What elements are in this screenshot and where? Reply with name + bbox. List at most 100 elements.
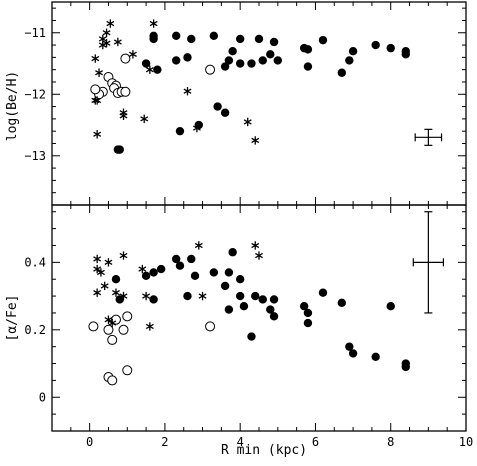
data-point-asterisk — [251, 136, 260, 145]
data-point-filled — [247, 332, 256, 341]
data-point-filled — [345, 56, 354, 65]
error-bar — [414, 128, 443, 146]
x-tick-label: 4 — [237, 435, 244, 449]
data-point-asterisk — [149, 19, 158, 28]
data-point-filled — [269, 312, 279, 321]
data-point-filled — [224, 56, 234, 65]
data-point-filled — [172, 56, 181, 65]
data-point-filled — [247, 59, 256, 68]
data-point-asterisk — [183, 86, 192, 96]
data-point-filled — [337, 298, 346, 308]
y-tick-label: 0 — [39, 390, 46, 404]
data-point-open — [88, 321, 99, 332]
data-point-filled — [303, 308, 313, 318]
data-point-filled — [187, 254, 196, 264]
data-point-filled — [266, 305, 275, 314]
data-point-filled — [141, 271, 151, 281]
data-point-filled — [228, 47, 237, 56]
data-point-asterisk — [102, 28, 111, 37]
data-point-asterisk — [145, 65, 154, 74]
data-point-asterisk — [119, 291, 128, 301]
data-point-filled — [172, 31, 181, 41]
data-point-asterisk — [93, 288, 102, 297]
data-point-filled — [235, 59, 245, 68]
data-point-open — [122, 311, 133, 322]
data-point-asterisk — [91, 54, 100, 63]
x-tick-label: 0 — [86, 435, 93, 449]
data-point-asterisk — [112, 288, 120, 297]
x-axis-label: R min (kpc) — [221, 443, 307, 458]
data-point-asterisk — [251, 241, 260, 250]
data-point-filled — [303, 62, 313, 71]
data-point-filled — [386, 43, 395, 53]
data-point-filled — [401, 362, 410, 372]
data-point-filled — [115, 145, 124, 154]
data-point-open — [122, 365, 133, 376]
data-point-filled — [220, 62, 230, 71]
data-point-open — [107, 334, 118, 345]
data-point-filled — [235, 291, 245, 301]
data-point-asterisk — [100, 281, 109, 291]
data-point-filled — [258, 56, 267, 65]
data-point-open — [90, 84, 101, 95]
data-point-asterisk — [119, 251, 128, 260]
series-asterisk — [91, 19, 260, 145]
y-tick-label: 0.2 — [24, 323, 46, 337]
data-point-filled — [239, 301, 249, 311]
series-asterisk — [93, 241, 263, 331]
data-point-filled — [318, 35, 328, 45]
data-point-filled — [348, 47, 358, 56]
data-point-open — [103, 324, 114, 335]
series-filled-circle — [111, 248, 410, 372]
data-point-filled — [371, 40, 380, 50]
x-tick-label: 8 — [387, 435, 394, 449]
y-tick-label: 0.4 — [24, 255, 46, 269]
data-point-filled — [266, 50, 275, 59]
data-point-open — [120, 53, 131, 64]
data-point-asterisk — [198, 291, 207, 301]
data-point-filled — [401, 50, 410, 59]
data-point-filled — [156, 264, 166, 274]
data-point-filled — [209, 31, 219, 41]
data-point-asterisk — [194, 241, 203, 250]
data-point-open — [205, 321, 216, 332]
error-bar — [412, 211, 445, 314]
data-point-asterisk — [192, 123, 201, 133]
data-point-asterisk — [113, 37, 122, 47]
data-point-filled — [190, 271, 200, 281]
data-point-open — [205, 64, 216, 75]
y-axis-label-bottom: [α/Fe] — [5, 295, 20, 342]
data-point-asterisk — [104, 315, 113, 324]
x-tick-label: 2 — [161, 435, 168, 449]
data-point-filled — [269, 37, 279, 47]
data-point-filled — [269, 295, 279, 304]
data-point-filled — [209, 268, 219, 277]
data-point-filled — [258, 295, 267, 304]
data-point-asterisk — [106, 19, 115, 28]
y-tick-label: −13 — [24, 149, 46, 163]
data-point-filled — [371, 352, 380, 361]
data-point-filled — [141, 59, 151, 68]
data-point-filled — [224, 268, 234, 277]
data-point-asterisk — [142, 291, 151, 301]
data-point-filled — [187, 34, 196, 44]
data-point-filled — [213, 102, 222, 111]
data-point-filled — [175, 126, 185, 136]
data-point-open — [120, 86, 131, 97]
data-point-filled — [386, 301, 395, 311]
data-point-filled — [220, 108, 230, 117]
data-point-asterisk — [243, 117, 252, 127]
data-point-filled — [273, 56, 283, 65]
data-point-filled — [111, 275, 121, 284]
data-point-filled — [235, 34, 245, 44]
data-point-filled — [183, 53, 192, 62]
data-point-asterisk — [108, 318, 117, 328]
data-point-asterisk — [104, 258, 113, 267]
y-axis-label-top: log(Be/H) — [5, 71, 20, 141]
data-point-filled — [299, 301, 309, 311]
data-point-asterisk — [93, 254, 102, 264]
data-point-asterisk — [138, 264, 147, 274]
panel-bottom-alpha-fe: 0 2 4 6 8 10 0 0.2 0.4 — [24, 204, 473, 449]
data-point-filled — [337, 68, 346, 77]
